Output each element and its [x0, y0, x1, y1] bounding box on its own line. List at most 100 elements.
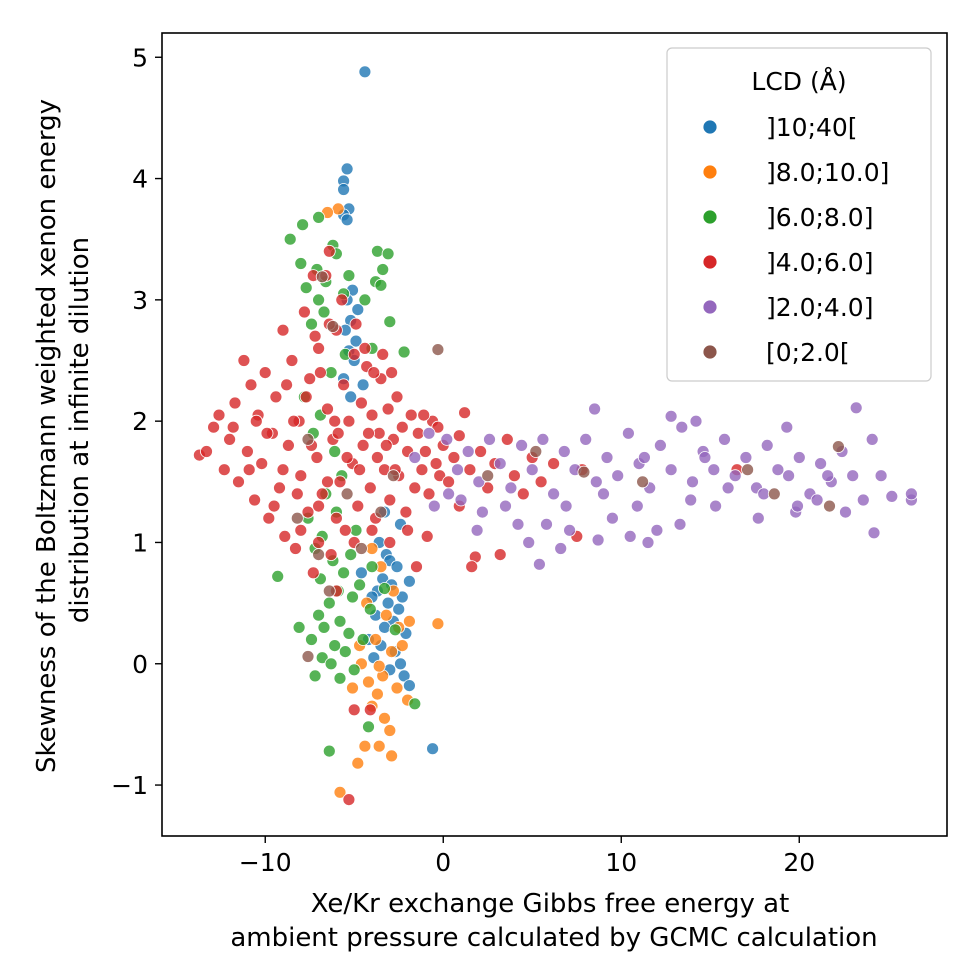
data-point — [885, 489, 899, 503]
data-point — [751, 511, 765, 525]
legend-marker — [702, 344, 718, 360]
data-point — [372, 659, 386, 673]
data-point — [408, 481, 422, 495]
data-point — [591, 533, 605, 547]
data-point — [623, 530, 637, 543]
data-point — [823, 499, 836, 513]
data-point — [312, 293, 326, 307]
data-point — [563, 523, 576, 537]
data-point — [780, 420, 794, 434]
data-point — [376, 347, 390, 361]
series-4 — [408, 401, 918, 571]
data-point — [292, 621, 306, 634]
data-point — [273, 481, 286, 495]
data-point — [821, 469, 835, 483]
data-point — [349, 523, 363, 537]
data-point — [429, 457, 443, 471]
data-point — [378, 582, 391, 595]
data-point — [404, 408, 418, 422]
data-point — [461, 445, 475, 458]
data-point — [340, 213, 354, 227]
data-point — [390, 390, 404, 404]
data-point — [846, 469, 860, 483]
data-point — [335, 293, 349, 307]
data-point — [232, 475, 245, 489]
data-point — [379, 438, 393, 452]
data-point — [301, 650, 315, 663]
data-point — [337, 183, 351, 196]
data-point — [622, 426, 635, 440]
data-point — [305, 633, 318, 646]
data-point — [379, 608, 393, 622]
data-point — [638, 451, 651, 464]
data-point — [675, 420, 689, 434]
data-point — [281, 438, 295, 452]
legend-marker — [702, 209, 718, 225]
data-point — [347, 347, 361, 361]
legend-title: LCD (Å) — [751, 66, 846, 96]
data-point — [686, 475, 699, 489]
data-point — [374, 278, 388, 292]
data-point — [402, 614, 416, 628]
data-point — [867, 526, 881, 540]
data-point — [303, 372, 317, 386]
y-axis-ticks: −1 0 1 2 3 4 5 — [111, 43, 162, 800]
data-point — [664, 463, 678, 477]
data-point — [207, 420, 221, 434]
data-point — [242, 463, 256, 477]
series-5 — [290, 270, 845, 663]
y-tick-label: 5 — [132, 43, 148, 72]
data-point — [287, 414, 301, 428]
x-tick-label: −10 — [239, 848, 292, 877]
data-point — [420, 530, 434, 543]
legend-label: ]4.0;6.0] — [766, 248, 873, 277]
data-point — [791, 499, 804, 513]
data-point — [322, 584, 336, 598]
data-point — [483, 432, 496, 446]
data-point — [312, 210, 326, 224]
data-point — [328, 639, 342, 652]
data-point — [317, 305, 331, 319]
data-point — [376, 263, 390, 276]
data-point — [508, 469, 521, 483]
data-point — [258, 366, 272, 380]
data-point — [452, 429, 466, 443]
data-point — [353, 578, 367, 592]
data-point — [386, 469, 400, 483]
data-point — [354, 566, 368, 580]
data-point — [312, 341, 326, 355]
y-tick-label: −1 — [111, 771, 148, 800]
data-point — [536, 432, 550, 446]
data-point — [322, 244, 336, 258]
data-point — [315, 651, 329, 665]
data-point — [718, 432, 731, 446]
data-point — [276, 463, 290, 477]
data-point — [326, 320, 340, 333]
data-point — [465, 560, 479, 574]
data-point — [792, 451, 806, 464]
legend-label: ]10;40[ — [766, 113, 858, 142]
data-point — [228, 396, 242, 410]
data-point — [317, 621, 331, 634]
data-point — [399, 505, 413, 519]
legend-label: ]2.0;4.0] — [766, 293, 873, 322]
data-point — [344, 548, 358, 561]
data-point — [331, 426, 345, 440]
data-point — [454, 493, 468, 507]
y-tick-label: 3 — [132, 286, 148, 315]
x-axis-title-line-1: Xe/Kr exchange Gibbs free energy at — [311, 889, 790, 919]
data-point — [381, 247, 395, 261]
data-point — [547, 487, 560, 501]
data-point — [365, 523, 379, 537]
data-point — [402, 574, 416, 588]
legend: LCD (Å) ]10;40[]8.0;10.0]]6.0;8.0]]4.0;6… — [666, 47, 932, 382]
legend-items: ]10;40[]8.0;10.0]]6.0;8.0]]4.0;6.0]]2.0;… — [702, 113, 889, 367]
data-point — [474, 445, 488, 458]
data-point — [324, 548, 338, 561]
data-point — [290, 487, 304, 501]
data-point — [315, 270, 329, 284]
data-point — [342, 269, 356, 283]
data-point — [321, 475, 334, 489]
y-axis-title-line-1: Skewness of the Boltzmann weighted xenon… — [32, 99, 62, 773]
